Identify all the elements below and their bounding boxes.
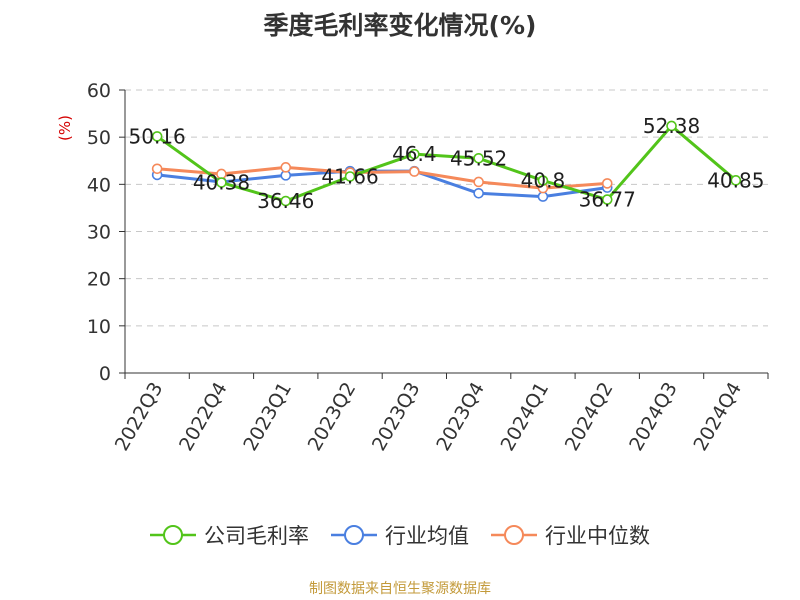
y-tick-label: 0 (99, 363, 111, 385)
legend: 公司毛利率 行业均值 行业中位数 (0, 520, 800, 550)
legend-label: 行业中位数 (545, 524, 650, 548)
x-tick-label: 2024Q4 (689, 379, 746, 455)
data-label: 52.38 (643, 114, 700, 138)
data-label: 36.46 (257, 189, 314, 213)
data-label: 36.77 (579, 188, 636, 212)
series-points (151, 120, 742, 207)
data-point (151, 163, 163, 175)
source-note: 制图数据来自恒生聚源数据库 (309, 581, 491, 597)
x-tick-label: 2022Q4 (175, 379, 232, 455)
legend-item[interactable]: 行业中位数 (491, 520, 650, 550)
data-label: 46.4 (392, 142, 437, 166)
data-point (344, 171, 356, 182)
y-tick-label: 50 (87, 127, 111, 149)
legend-item[interactable]: 公司毛利率 (150, 520, 309, 550)
legend-line-marker-icon (150, 525, 196, 545)
data-label: 40.8 (521, 169, 566, 193)
data-point (601, 194, 613, 205)
data-label: 45.52 (450, 146, 507, 170)
x-tick-label: 2023Q2 (304, 379, 361, 455)
y-tick-label: 60 (87, 80, 111, 102)
x-tick-label: 2023Q1 (239, 379, 296, 455)
legend-label: 行业均值 (385, 524, 469, 548)
x-tick-label: 2022Q3 (111, 379, 168, 455)
y-axis-label: (%) (56, 115, 74, 141)
data-label: 40.85 (707, 168, 764, 192)
x-tick-label: 2024Q3 (625, 379, 682, 455)
x-tick-label: 2024Q2 (561, 379, 618, 455)
data-point (216, 177, 227, 188)
data-point (601, 178, 613, 189)
data-point (473, 152, 484, 164)
data-labels: 50.16 40.38 36.46 41.66 46.4 45.52 40.8 36.77 52… (129, 114, 765, 213)
data-point (473, 176, 484, 188)
data-point (280, 162, 292, 173)
legend-item[interactable]: 行业均值 (331, 520, 469, 550)
grid-lines (125, 89, 768, 327)
legend-line-marker-icon (491, 525, 537, 545)
data-label: 41.66 (321, 165, 378, 189)
legend-label: 公司毛利率 (204, 524, 309, 548)
data-point (666, 120, 677, 132)
y-tick-label: 10 (87, 316, 111, 338)
y-tick-label: 20 (87, 269, 111, 291)
data-point (409, 166, 420, 177)
y-tick-label: 40 (87, 174, 111, 196)
chart-title: 季度毛利率变化情况(%) (263, 11, 537, 40)
series-line (156, 124, 737, 203)
legend-line-marker-icon (331, 525, 377, 545)
series-line (157, 165, 608, 190)
data-point (151, 131, 163, 142)
data-label: 40.38 (193, 171, 250, 195)
x-tick-label: 2023Q4 (432, 379, 489, 455)
data-point (537, 175, 549, 186)
x-tick-label: 2023Q3 (368, 379, 425, 455)
data-point (280, 195, 292, 207)
x-tick-label: 2024Q1 (497, 379, 554, 455)
data-label: 50.16 (129, 124, 186, 148)
data-point (537, 191, 549, 202)
y-tick-label: 30 (87, 222, 111, 244)
data-point (730, 175, 742, 186)
data-point (409, 148, 420, 160)
series-lines (156, 124, 737, 203)
data-point (473, 187, 484, 199)
